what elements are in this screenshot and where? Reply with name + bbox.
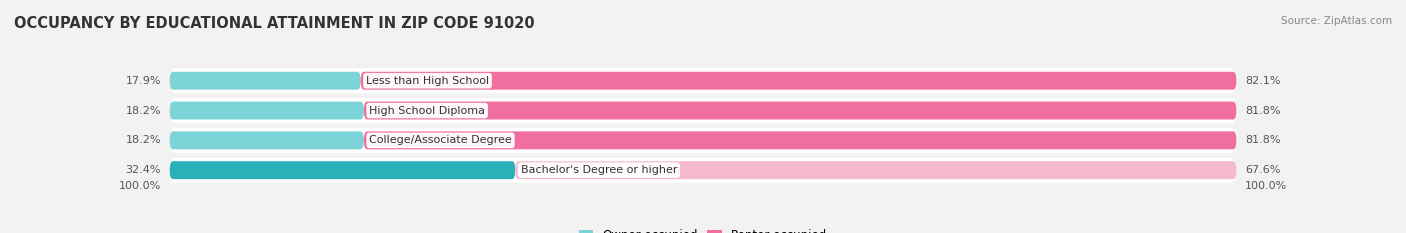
Text: Less than High School: Less than High School [366,76,489,86]
Text: OCCUPANCY BY EDUCATIONAL ATTAINMENT IN ZIP CODE 91020: OCCUPANCY BY EDUCATIONAL ATTAINMENT IN Z… [14,16,534,31]
FancyBboxPatch shape [170,158,1236,183]
Text: High School Diploma: High School Diploma [370,106,485,116]
Text: 18.2%: 18.2% [125,135,162,145]
Text: Bachelor's Degree or higher: Bachelor's Degree or higher [520,165,678,175]
FancyBboxPatch shape [515,161,1236,179]
FancyBboxPatch shape [360,72,1236,90]
FancyBboxPatch shape [170,102,364,120]
Text: 81.8%: 81.8% [1244,106,1281,116]
FancyBboxPatch shape [170,128,1236,153]
Text: Source: ZipAtlas.com: Source: ZipAtlas.com [1281,16,1392,26]
Legend: Owner-occupied, Renter-occupied: Owner-occupied, Renter-occupied [579,229,827,233]
Text: 100.0%: 100.0% [1244,181,1286,191]
Text: 18.2%: 18.2% [125,106,162,116]
Text: 32.4%: 32.4% [125,165,162,175]
FancyBboxPatch shape [170,68,1236,93]
Text: 100.0%: 100.0% [120,181,162,191]
Text: 82.1%: 82.1% [1244,76,1281,86]
FancyBboxPatch shape [364,102,1236,120]
FancyBboxPatch shape [170,98,1236,123]
FancyBboxPatch shape [170,161,515,179]
Text: 17.9%: 17.9% [125,76,162,86]
Text: 67.6%: 67.6% [1244,165,1281,175]
FancyBboxPatch shape [170,131,364,149]
FancyBboxPatch shape [364,131,1236,149]
Text: 81.8%: 81.8% [1244,135,1281,145]
FancyBboxPatch shape [170,72,360,90]
Text: College/Associate Degree: College/Associate Degree [370,135,512,145]
